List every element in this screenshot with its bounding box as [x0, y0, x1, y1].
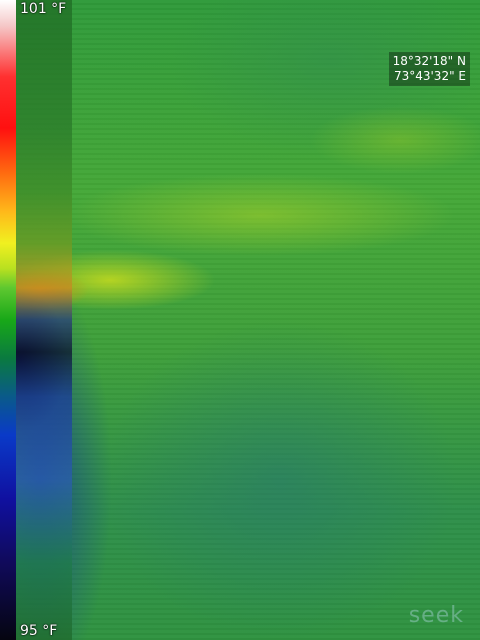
gps-latitude: 18°32'18" N: [392, 54, 466, 68]
seek-logo: seek: [408, 603, 464, 628]
gps-coordinates: 18°32'18" N 73°43'32" E: [388, 52, 470, 86]
scale-min-temp: 95 °F: [20, 623, 58, 639]
scale-max-temp: 101 °F: [20, 1, 67, 17]
gps-longitude: 73°43'32" E: [393, 69, 466, 83]
temperature-color-scale: [0, 0, 16, 640]
